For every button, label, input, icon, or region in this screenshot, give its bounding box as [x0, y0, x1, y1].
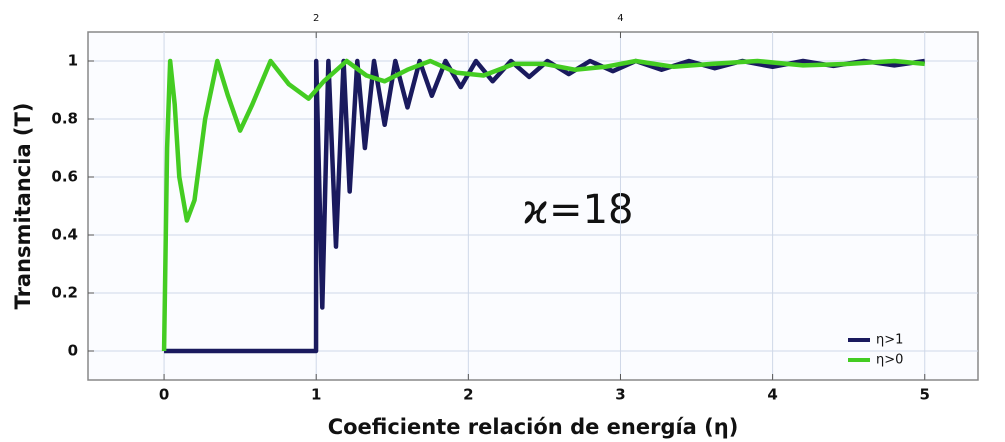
x2-tick-label: 2: [313, 13, 319, 24]
x-tick-label: 5: [920, 386, 930, 404]
x-axis-label: Coeficiente relación de energía (η): [328, 415, 739, 439]
legend-label: η>0: [876, 353, 903, 368]
plot-frame: [87, 31, 979, 381]
legend-label: η>1: [876, 333, 903, 348]
y-tick-label: 0.6: [51, 168, 78, 186]
series-line: [161, 58, 925, 352]
x-tick-label: 1: [311, 386, 321, 404]
x2-tick-label: 4: [617, 13, 623, 24]
y-axis-label: Transmitancia (T): [11, 103, 35, 310]
y-tick-label: 0.2: [51, 284, 78, 302]
annotation: ϰ=18: [523, 187, 634, 233]
x-tick-label: 4: [767, 386, 777, 404]
y-tick-label: 0.8: [51, 110, 78, 128]
y-tick-label: 1: [68, 52, 78, 70]
y-tick-label: 0.4: [51, 226, 78, 244]
x-tick-label: 0: [159, 386, 169, 404]
x-tick-label: 3: [615, 386, 625, 404]
y-tick-label: 0: [68, 342, 78, 360]
x-tick-label: 2: [463, 386, 473, 404]
